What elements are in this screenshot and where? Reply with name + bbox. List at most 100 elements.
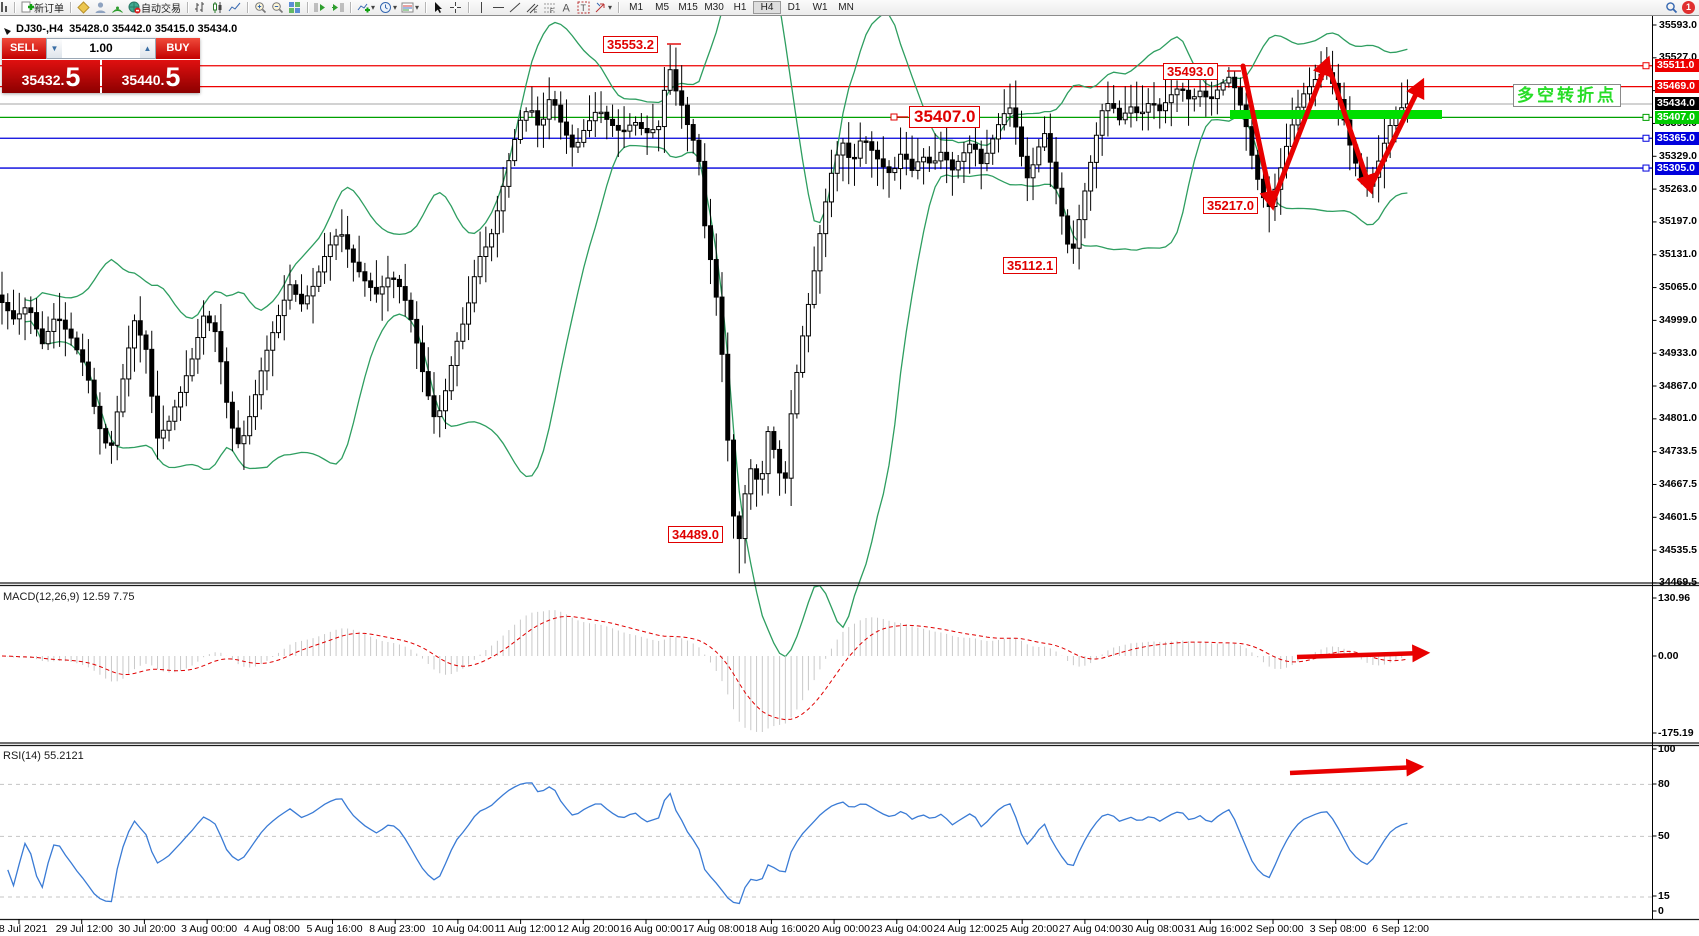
price-badge: 35365.0 xyxy=(1655,131,1699,145)
chart-title: DJ30-,H4 35428.0 35442.0 35415.0 35434.0 xyxy=(16,23,243,35)
volume-value[interactable]: 1.00 xyxy=(89,41,113,55)
price-badge: 35511.0 xyxy=(1655,59,1699,73)
periods-button[interactable]: ▾ xyxy=(379,1,397,14)
buy-price-big: 5 xyxy=(165,62,181,92)
arrows-tool-icon xyxy=(595,2,605,13)
price-badge: 35407.0 xyxy=(1655,110,1699,124)
time-label: 2 Sep 00:00 xyxy=(1247,923,1304,935)
price-badge: 35434.0 xyxy=(1655,97,1699,111)
search-icon[interactable] xyxy=(1665,1,1678,14)
time-label: 3 Aug 00:00 xyxy=(181,923,238,935)
autotrade-label: 自动交易 xyxy=(141,4,181,15)
autotrade-button[interactable]: 自动交易 xyxy=(128,1,181,15)
price-tick: 34867.0 xyxy=(1659,379,1697,392)
volume-increase-button[interactable]: ▲ xyxy=(140,39,155,58)
price-tick: 34601.5 xyxy=(1659,510,1697,523)
price-tick: 34667.5 xyxy=(1659,477,1697,490)
svg-text:T: T xyxy=(581,3,587,13)
time-label: 30 Aug 08:00 xyxy=(1121,923,1184,935)
profile-icon[interactable] xyxy=(94,1,107,14)
macd-label: MACD(12,26,9) 12.59 7.75 xyxy=(3,591,135,603)
bar-chart-mode-icon[interactable] xyxy=(194,1,207,14)
sell-price-display[interactable]: 35432. 5 xyxy=(2,60,100,93)
trendline-tool-icon[interactable] xyxy=(509,1,522,14)
channel-tool-icon[interactable]: E xyxy=(526,1,539,14)
timeframe-m30[interactable]: M30 xyxy=(704,2,724,13)
buy-button[interactable]: BUY xyxy=(156,38,200,59)
rsi-layer xyxy=(0,782,1653,905)
market-watch-icon[interactable] xyxy=(77,1,90,14)
price-tick: 35263.0 xyxy=(1659,182,1697,195)
svg-text:A: A xyxy=(563,3,571,15)
time-label: 25 Aug 20:00 xyxy=(996,923,1059,935)
shapes-tool-button[interactable]: ▾ xyxy=(594,1,612,14)
price-badge: 35305.0 xyxy=(1655,161,1699,175)
shapes-caret-icon: ▾ xyxy=(608,3,613,12)
zoom-in-icon[interactable] xyxy=(254,1,267,14)
time-label: 8 Aug 23:00 xyxy=(369,923,426,935)
tile-windows-icon[interactable] xyxy=(288,1,301,14)
notification-badge[interactable]: 1 xyxy=(1682,1,1695,14)
trader-drawings[interactable] xyxy=(667,43,1442,777)
timeframe-mn[interactable]: MN xyxy=(838,2,854,13)
rsi-scale-value: 0 xyxy=(1658,904,1664,917)
timeframe-w1[interactable]: W1 xyxy=(812,2,828,13)
price-tick: 35329.0 xyxy=(1659,149,1697,162)
horizontal-line-tool-icon[interactable] xyxy=(492,1,505,14)
indicators-button[interactable]: ▾ xyxy=(357,1,375,14)
templates-button[interactable]: ▾ xyxy=(401,1,419,14)
clock-icon xyxy=(380,2,392,13)
new-order-button[interactable]: 新订单 xyxy=(21,1,64,15)
timeframe-bar: M1 M5 M15 M30 H1 H4 D1 W1 MN xyxy=(623,1,859,14)
price-tick: 35593.0 xyxy=(1659,18,1697,31)
new-order-label: 新订单 xyxy=(34,4,64,15)
buy-price-display[interactable]: 35440. 5 xyxy=(102,60,200,93)
candles-layer xyxy=(0,44,1410,574)
price-tick: 34801.0 xyxy=(1659,412,1697,425)
candle-chart-mode-icon[interactable] xyxy=(211,1,224,14)
price-annotation-label[interactable]: 34489.0 xyxy=(668,526,723,543)
time-label: 23 Aug 04:00 xyxy=(870,923,933,935)
timeframe-m1[interactable]: M1 xyxy=(629,2,644,13)
vertical-line-tool-icon[interactable] xyxy=(475,1,488,14)
price-annotation-label[interactable]: 35217.0 xyxy=(1203,197,1258,214)
time-label: 11 Aug 12:00 xyxy=(494,923,556,935)
price-annotation-label[interactable]: 35407.0 xyxy=(909,106,981,128)
timeframe-h1[interactable]: H1 xyxy=(733,2,747,13)
auto-scroll-icon[interactable] xyxy=(314,1,327,14)
zoom-out-icon[interactable] xyxy=(271,1,284,14)
time-label: 29 Jul 12:00 xyxy=(55,923,113,935)
macd-scale-value: 0.00 xyxy=(1658,649,1679,662)
chart-window-icon[interactable] xyxy=(0,1,8,14)
price-annotation-label[interactable]: 35493.0 xyxy=(1163,63,1218,80)
signal-icon[interactable] xyxy=(111,1,124,14)
autotrade-icon xyxy=(128,1,141,14)
template-icon xyxy=(401,2,414,13)
timeframe-m15[interactable]: M15 xyxy=(678,2,698,13)
timeframe-m5[interactable]: M5 xyxy=(655,2,670,13)
volume-decrease-button[interactable]: ▼ xyxy=(47,39,62,58)
price-annotation-label[interactable]: 35112.1 xyxy=(1003,257,1058,274)
time-label: 24 Aug 12:00 xyxy=(933,923,996,935)
line-chart-mode-icon[interactable] xyxy=(228,1,241,14)
timeframe-d1[interactable]: D1 xyxy=(787,2,801,13)
time-label: 5 Aug 16:00 xyxy=(306,923,363,935)
cursor-tool-icon[interactable] xyxy=(432,1,445,14)
time-label: 3 Sep 08:00 xyxy=(1309,923,1367,935)
timeframe-h4[interactable]: H4 xyxy=(753,1,782,14)
turning-point-note[interactable]: 多空转折点 xyxy=(1513,84,1621,107)
chart-shift-icon[interactable] xyxy=(331,1,344,14)
price-annotation-label[interactable]: 35553.2 xyxy=(603,36,658,53)
price-tick: 35065.0 xyxy=(1659,281,1697,294)
text-tool-icon[interactable]: A xyxy=(560,1,573,15)
price-tick: 34469.5 xyxy=(1659,576,1697,589)
time-label: 30 Jul 20:00 xyxy=(118,923,176,935)
text-label-tool-icon[interactable]: T xyxy=(577,1,590,14)
sell-button[interactable]: SELL xyxy=(2,38,46,59)
crosshair-tool-icon[interactable] xyxy=(449,1,462,14)
fibonacci-tool-icon[interactable]: F xyxy=(543,1,556,14)
price-badge: 35469.0 xyxy=(1655,80,1699,94)
macd-layer xyxy=(1,610,1408,732)
